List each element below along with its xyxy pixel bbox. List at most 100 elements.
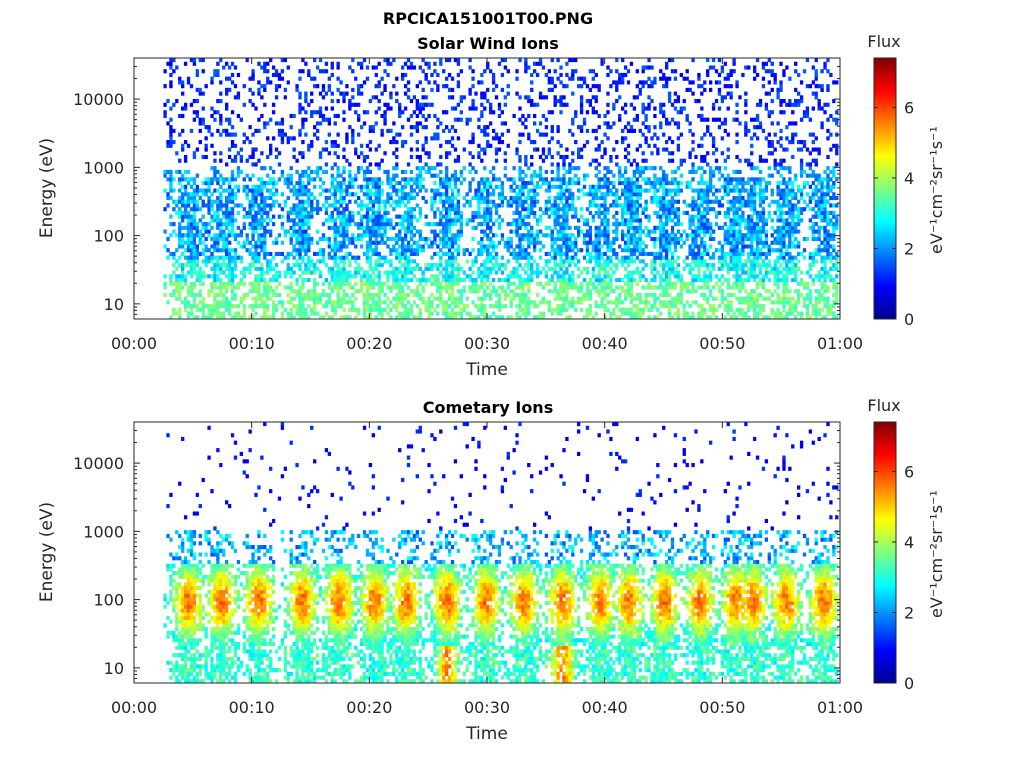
heatmap-cell [362, 315, 367, 319]
heatmap-cell [588, 281, 593, 286]
heatmap-cell [219, 270, 223, 275]
heatmap-cell [216, 259, 220, 264]
heatmap-cell [532, 210, 537, 215]
heatmap-cell [327, 285, 331, 290]
heatmap-cell [477, 251, 481, 257]
heatmap-cell [468, 169, 472, 174]
heatmap-cell [544, 274, 549, 279]
heatmap-cell [189, 307, 194, 312]
heatmap-cell [530, 236, 534, 242]
heatmap-cell [266, 315, 270, 319]
heatmap-cell [348, 125, 352, 130]
heatmap-cell [421, 248, 425, 253]
heatmap-cell [245, 292, 249, 298]
heatmap-cell [653, 181, 657, 186]
heatmap-cell [392, 285, 396, 290]
heatmap-cell [412, 125, 417, 130]
heatmap-cell [515, 259, 519, 264]
heatmap-cell [233, 311, 238, 316]
heatmap-cell [371, 128, 375, 133]
heatmap-cell [486, 132, 490, 137]
heatmap-cell [406, 244, 411, 249]
heatmap-cell [576, 181, 581, 186]
heatmap-cell [269, 166, 273, 171]
heatmap-cell [380, 289, 384, 294]
heatmap-cell [377, 80, 381, 85]
heatmap-cell [647, 128, 651, 133]
heatmap-cell [333, 199, 337, 204]
heatmap-cell [480, 188, 484, 193]
heatmap-cell [227, 259, 232, 264]
heatmap-cell [515, 210, 519, 215]
heatmap-cell [380, 91, 384, 96]
heatmap-cell [307, 225, 311, 230]
heatmap-cell [623, 65, 628, 70]
heatmap-cell [263, 277, 267, 283]
heatmap-cell [418, 80, 422, 85]
heatmap-cell [230, 292, 235, 298]
heatmap-cell [186, 203, 191, 208]
heatmap-cell [459, 266, 463, 271]
heatmap-cell [436, 251, 440, 257]
heatmap-cell [365, 192, 370, 197]
heatmap-cell [292, 304, 296, 309]
heatmap-cell [345, 292, 349, 298]
heatmap-cell [289, 240, 293, 245]
heatmap-cell [313, 289, 317, 294]
heatmap-cell [333, 281, 337, 286]
heatmap-cell [251, 259, 255, 264]
heatmap-cell [421, 236, 425, 242]
heatmap-cell [439, 270, 443, 275]
heatmap-cell [222, 210, 226, 215]
heatmap-cell [582, 255, 587, 260]
heatmap-cell [192, 154, 197, 160]
heatmap-cell [462, 166, 466, 171]
heatmap-cell [354, 110, 358, 115]
heatmap-cell [181, 80, 185, 85]
heatmap-cell [641, 102, 645, 107]
heatmap-cell [424, 304, 428, 309]
heatmap-cell [436, 87, 440, 92]
heatmap-cell [251, 285, 255, 290]
heatmap-cell [277, 270, 282, 275]
heatmap-cell [298, 240, 302, 245]
heatmap-cell [477, 192, 481, 197]
heatmap-cell [198, 195, 202, 201]
heatmap-cell [618, 277, 622, 283]
heatmap-cell [433, 214, 437, 219]
heatmap-cell [574, 244, 578, 249]
heatmap-cell [401, 218, 405, 223]
heatmap-cell [307, 147, 311, 152]
heatmap-cell [283, 274, 288, 279]
heatmap-cell [609, 311, 613, 316]
heatmap-cell [518, 169, 522, 174]
heatmap-cell [178, 292, 182, 298]
heatmap-cell [310, 289, 314, 294]
heatmap-cell [439, 61, 443, 66]
heatmap-cell [389, 270, 393, 275]
heatmap-cell [374, 72, 378, 78]
heatmap-cell [263, 304, 267, 309]
heatmap-cell [424, 117, 428, 122]
heatmap-cell [565, 292, 569, 298]
heatmap-cell [527, 263, 531, 268]
heatmap-cell [351, 69, 355, 74]
heatmap-cell [339, 304, 343, 309]
heatmap-cell [409, 188, 414, 193]
heatmap-cell [632, 184, 637, 189]
heatmap-cell [418, 158, 422, 163]
heatmap-cell [380, 214, 384, 219]
heatmap-cell [260, 214, 264, 219]
heatmap-cell [641, 266, 645, 271]
heatmap-cell [189, 218, 194, 223]
heatmap-cell [342, 91, 346, 96]
heatmap-cell [623, 195, 628, 201]
heatmap-cell [336, 65, 340, 70]
heatmap-cell [289, 289, 293, 294]
heatmap-cell [491, 244, 496, 249]
heatmap-cell [207, 289, 211, 294]
heatmap-cell [198, 87, 202, 92]
heatmap-cell [509, 188, 513, 193]
heatmap-cell [257, 203, 261, 208]
